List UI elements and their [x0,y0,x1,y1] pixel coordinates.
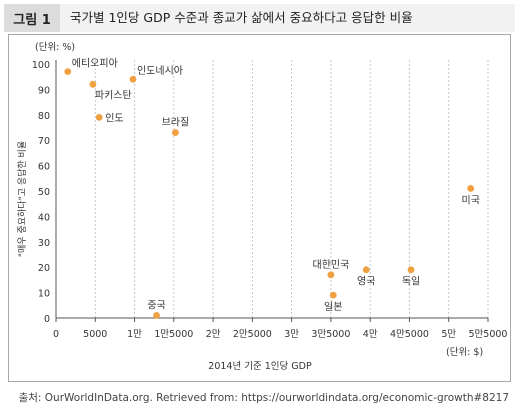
y-axis-title: "매우 중요하다"고 응답한 비율 [16,141,28,257]
x-tick-label: 5만 [441,329,456,340]
point-label: 일본 [324,301,342,313]
y-tick-label: 100 [32,60,50,71]
figure-badge: 그림 1 [4,4,60,32]
y-tick-label: 80 [38,111,50,122]
y-tick-label: 10 [38,289,50,300]
x-axis-title: 2014년 기준 1인당 GDP [208,361,312,372]
x-tick-label: 5만5000 [469,329,508,340]
x-tick-label: 4만5000 [390,329,429,340]
point-label: 대한민국 [313,259,350,271]
x-unit-label: (단위: $) [446,346,483,358]
data-point [64,68,72,76]
y-tick-label: 60 [38,162,50,173]
point-label: 영국 [357,276,375,288]
x-tick-label: 5000 [83,329,107,340]
x-tick-label: 3만 [284,329,299,340]
data-point [153,312,160,319]
point-label: 인도네시아 [137,65,183,77]
x-tick-label: 4만 [363,329,378,340]
source-note: 출처: OurWorldInData.org. Retrieved from: … [18,392,509,404]
point-label: 인도 [105,112,123,124]
y-tick-label: 0 [44,314,50,325]
point-label: 파키스탄 [95,89,132,101]
data-point [171,129,179,136]
data-point [407,266,415,274]
y-tick-label: 20 [38,263,50,274]
data-point [467,185,475,192]
data-point [95,113,103,121]
x-tick-label: 1만 [127,329,142,340]
point-label: 중국 [147,299,165,311]
point-label: 미국 [462,194,480,206]
y-tick-label: 70 [38,136,50,147]
x-tick-label: 3만5000 [311,329,350,340]
data-point [327,271,335,279]
data-point [329,291,337,299]
data-point [129,75,137,83]
y-tick-label: 40 [38,212,50,223]
figure-title: 국가별 1인당 GDP 수준과 종교가 삶에서 중요하다고 응답한 비율 [70,10,413,25]
chart-frame [8,34,511,382]
data-point [362,266,370,274]
point-label: 브라질 [162,117,190,129]
figure-header: 그림 1 국가별 1인당 GDP 수준과 종교가 삶에서 중요하다고 응답한 비… [4,4,515,32]
x-tick-label: 1만5000 [154,329,193,340]
data-point [89,80,97,88]
y-tick-label: 90 [38,85,50,96]
y-tick-label: 30 [38,238,50,249]
y-unit-label: (단위: %) [35,41,75,53]
x-tick-label: 0 [53,329,59,340]
point-label: 독일 [402,276,420,288]
x-tick-label: 2만5000 [233,329,272,340]
point-label: 에티오피아 [72,58,118,70]
x-tick-label: 2만 [206,329,221,340]
y-tick-label: 50 [38,187,50,198]
